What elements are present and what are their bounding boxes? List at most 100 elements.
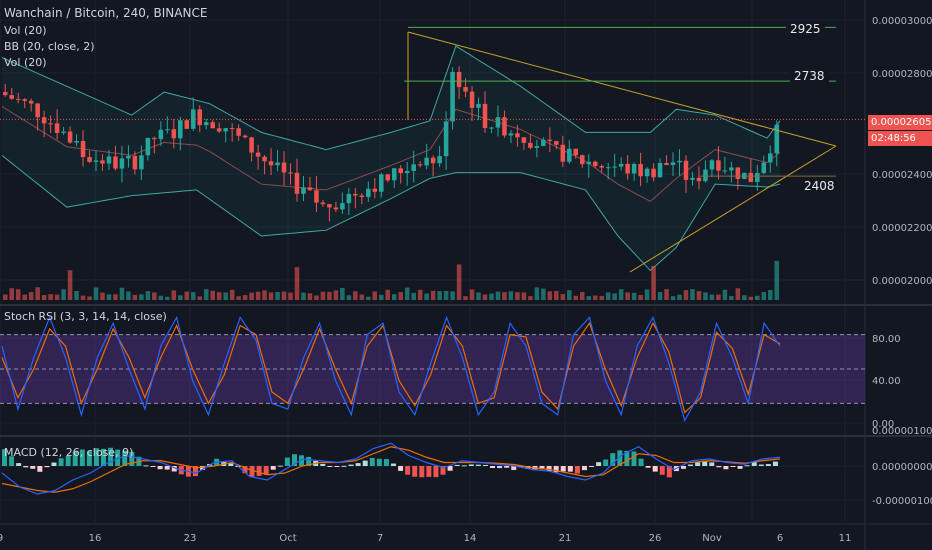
- volume-bar: [735, 288, 741, 300]
- macd-histogram-bar: [65, 456, 71, 466]
- macd-histogram-bar: [129, 451, 135, 466]
- price-tick-label: 0.00002200: [872, 223, 932, 234]
- volume-bar: [262, 290, 267, 300]
- candle-body: [152, 137, 157, 140]
- stoch-rsi-pane: [0, 315, 865, 423]
- volume-bar: [450, 291, 455, 300]
- candle-body: [28, 100, 34, 104]
- candle-body: [158, 129, 164, 140]
- candle-body: [391, 168, 397, 181]
- candle-body: [80, 141, 86, 158]
- macd-histogram-bar: [242, 466, 248, 474]
- volume-bar: [171, 290, 177, 300]
- volume-bar: [307, 293, 313, 300]
- candle-body: [307, 187, 313, 191]
- volume-bar: [288, 292, 293, 300]
- macd-histogram-bar: [320, 463, 326, 466]
- volume-bar: [223, 292, 228, 300]
- candle-body: [87, 157, 92, 162]
- volume-bar: [190, 292, 196, 300]
- macd-histogram-bar: [723, 466, 729, 470]
- macd-histogram-bar: [72, 451, 78, 466]
- level-label-high[interactable]: 2925: [786, 21, 825, 37]
- level-label-mid[interactable]: 2738: [790, 68, 829, 84]
- candle-body: [249, 137, 254, 153]
- volume-bar: [242, 295, 248, 300]
- indicator-bb[interactable]: BB (20, close, 2): [4, 40, 95, 53]
- macd-histogram-bar: [666, 466, 672, 478]
- time-tick-label: Oct: [279, 533, 296, 544]
- volume-bar: [463, 296, 468, 300]
- candle-body: [443, 121, 449, 157]
- macd-histogram-bar: [2, 449, 7, 466]
- volume-bar: [119, 287, 125, 300]
- candle-body: [761, 162, 767, 174]
- macd-pane: [1, 442, 781, 495]
- indicator-vol-1[interactable]: Vol (20): [4, 24, 47, 37]
- macd-histogram-bar: [86, 451, 92, 466]
- macd-histogram-bar: [306, 456, 312, 466]
- candle-body: [275, 162, 280, 166]
- volume-bar: [703, 292, 708, 300]
- candle-body: [521, 137, 527, 143]
- candle-body: [586, 161, 592, 165]
- symbol-title[interactable]: Wanchain / Bitcoin, 240, BINANCE: [4, 6, 208, 20]
- volume-bar: [203, 289, 209, 300]
- candle-body: [100, 160, 105, 164]
- time-axis[interactable]: 9 16 23 Oct 7 14 21 26 Nov 6 11: [0, 533, 851, 544]
- stoch-d-line: [1, 321, 781, 414]
- macd-histogram-bar: [680, 466, 686, 469]
- volume-bar: [768, 290, 773, 300]
- candle-body: [657, 163, 663, 178]
- candle-body: [93, 160, 99, 162]
- candle-body: [463, 87, 468, 92]
- volume-bar: [696, 291, 702, 300]
- drawings[interactable]: [0, 26, 865, 273]
- candle-body: [677, 160, 682, 163]
- macd-histogram-bar: [51, 462, 57, 466]
- macd-title[interactable]: MACD (12, 26, close, 9): [4, 446, 134, 459]
- candle-body: [340, 203, 345, 210]
- volume-bar: [430, 290, 436, 300]
- candle-body: [670, 162, 676, 165]
- macd-histogram-bar: [589, 466, 595, 467]
- volume-bar: [670, 296, 676, 300]
- volume-bar: [152, 292, 157, 300]
- candle-body: [495, 117, 501, 128]
- stoch-title[interactable]: Stoch RSI (3, 3, 14, 14, close): [4, 310, 167, 323]
- candle-body: [456, 71, 462, 88]
- candle-body: [638, 164, 643, 177]
- volume-bar: [327, 291, 332, 300]
- candle-body: [437, 156, 442, 164]
- volume-bar: [521, 292, 527, 300]
- candle-body: [2, 92, 8, 96]
- volume-bar: [437, 291, 442, 300]
- volume-bar: [651, 265, 656, 300]
- candle-body: [547, 139, 553, 142]
- candle-body: [729, 167, 734, 171]
- candle-body: [508, 133, 514, 136]
- level-label-low[interactable]: 2408: [800, 178, 839, 194]
- candle-body: [327, 204, 332, 208]
- macd-histogram-bar: [284, 457, 290, 466]
- volume-bar: [644, 289, 650, 300]
- price-tick-label: 0.00002000: [872, 276, 932, 287]
- candle-body: [417, 164, 423, 166]
- macd-histogram-bar: [200, 466, 206, 470]
- macd-histogram-bar: [730, 466, 736, 467]
- candle-body: [631, 164, 637, 174]
- volume-bar: [275, 292, 280, 300]
- bb-upper: [1, 45, 781, 151]
- volume-bar: [599, 295, 604, 300]
- volume-bar: [268, 292, 274, 300]
- macd-histogram-bar: [37, 466, 43, 472]
- price-axis[interactable]: 0.00003000 0.00002800 0.00002400 0.00002200…: [872, 16, 932, 507]
- candle-body: [398, 168, 403, 174]
- bb-lower: [1, 154, 781, 272]
- volume-bar: [340, 287, 345, 300]
- volume-bar: [197, 296, 203, 300]
- time-tick-label: 7: [377, 533, 383, 544]
- time-tick-label: 6: [777, 533, 783, 544]
- indicator-vol-2[interactable]: Vol (20): [4, 56, 47, 69]
